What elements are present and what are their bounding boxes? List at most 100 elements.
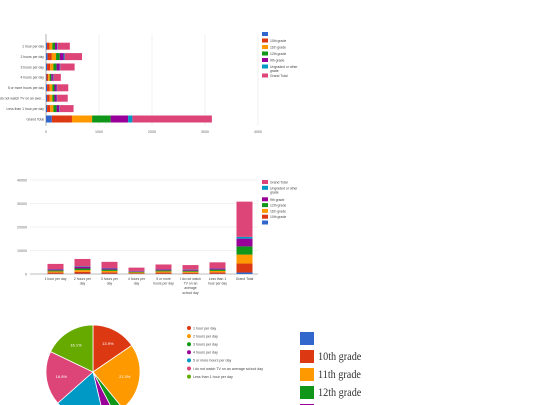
vbar-segment (47, 263, 64, 270)
vbar-legend-swatch (262, 214, 268, 219)
hbar-segment (49, 73, 52, 81)
large-legend-swatch (300, 349, 314, 363)
vbar-segment (74, 271, 91, 274)
hbar-segment (46, 73, 47, 81)
large-legend-item: 11th grade (300, 365, 540, 383)
vbar-segment (47, 271, 64, 273)
vbar-segment (209, 268, 226, 270)
pie-slice (45, 351, 94, 404)
vbar-segment (236, 236, 253, 239)
hbar-segment (57, 42, 58, 50)
vbar-segment (101, 268, 118, 270)
vbar-legend-label: 12th grade (270, 204, 286, 208)
vbar-legend-label: 10th grade (270, 215, 286, 219)
vbar-category-label: school day (182, 291, 199, 295)
large-legend-swatch (300, 403, 314, 405)
vbar-segment (182, 272, 199, 274)
vbar-category-label: 2 hours per (74, 277, 92, 281)
vbar-segment (74, 268, 91, 271)
hbar-x-tick-label: 2000 (148, 130, 156, 134)
hbar-category-label: 3 hours per day (20, 65, 44, 69)
hbar-legend-swatch (262, 73, 268, 78)
hbar-segment (52, 73, 54, 81)
vbar-segment (182, 271, 199, 273)
hbar-category-label: Grand Total (27, 117, 45, 121)
hbar-x-tick-label: 1000 (95, 130, 103, 134)
hbar-segment (53, 63, 57, 71)
hbar-legend-label: Ungraded or other (270, 65, 298, 69)
vbar-legend-swatch (262, 197, 268, 202)
large-legend-label: 9th grade (318, 403, 356, 405)
hbar-segment (52, 94, 55, 102)
hbar-category-label: 4 hours per day (20, 76, 44, 80)
hbar-legend-swatch (262, 45, 268, 49)
vbar-segment (128, 271, 145, 272)
hbar-segment (46, 42, 48, 50)
vbar-y-tick-label: 30000 (17, 202, 27, 206)
pie-slice (57, 371, 102, 405)
hbar-x-tick-label: 4000 (254, 130, 262, 134)
vbar-segment (74, 258, 91, 267)
hbar-segment (46, 73, 49, 81)
vbar-legend-label: 11th grade (270, 209, 286, 213)
hbar-segment (55, 42, 58, 50)
hbar-legend-swatch (262, 64, 268, 69)
vbar-segment (182, 269, 199, 271)
vbar-y-tick-label: 20000 (17, 225, 27, 229)
vbar-category-label: I do not watch (180, 277, 201, 281)
hbar-segment (52, 42, 56, 50)
hbar-legend-swatch (262, 32, 268, 36)
vbar-category-label: 1 hour per day (45, 277, 67, 281)
vbar-segment (155, 270, 172, 272)
vbar-legend-label: Ungraded or other (270, 186, 298, 190)
hbar-segment (48, 73, 50, 81)
hbar-segment (59, 105, 74, 113)
vbar-segment (101, 270, 118, 273)
hbar-segment (59, 105, 60, 113)
vbar-y-tick-label: 40000 (17, 178, 27, 182)
hbar-segment (128, 115, 133, 123)
vbar-segment (128, 272, 145, 274)
pie-slice-label: 21.3% (119, 374, 131, 379)
pie-slice-label: 13.9% (102, 341, 114, 346)
vbar-category-label: hour per day (208, 282, 227, 286)
hbar-segment (50, 63, 54, 71)
vbar-legend-label: Grand Total (270, 181, 288, 185)
large-legend-swatch (300, 331, 314, 345)
hbar-segment (46, 63, 48, 71)
vbar-category-label: 3 hours per (101, 277, 119, 281)
large-legend-label: 10th grade (318, 348, 362, 363)
pie-legend-label: 4 hours per day (193, 351, 218, 355)
hbar-segment (110, 115, 129, 123)
vbar-segment (236, 263, 253, 273)
vbar-category-label: hours per day (153, 282, 174, 286)
large-legend-item: 9th grade (300, 401, 540, 405)
hbar-segment (59, 53, 64, 61)
hbar-segment (54, 84, 57, 92)
pie-legend-label: 1 hour per day (193, 326, 216, 330)
hbar-segment (49, 42, 53, 50)
hbar-x-tick-label: 0 (45, 130, 47, 134)
vbar-segment (209, 269, 226, 271)
vbar-segment (236, 246, 253, 255)
vbar-segment (209, 272, 226, 274)
hbar-segment (56, 84, 58, 92)
pie-legend-label: Less than 1 hour per day (193, 375, 233, 379)
hbar-segment (64, 53, 83, 61)
vbar-segment (74, 266, 91, 269)
hbar-legend-label: grade (270, 69, 279, 73)
vbar-segment (47, 272, 64, 274)
pie-legend-label: 5 or more hours per day (193, 359, 232, 363)
pie-legend-swatch (187, 334, 191, 339)
hbar-segment (57, 94, 68, 102)
vbar-legend-swatch (262, 208, 268, 213)
hbar-category-label: 1 hour per day (22, 45, 44, 49)
vbar-category-label: Less than 1 (209, 277, 227, 281)
hbar-segment (56, 53, 60, 61)
large-legend-swatch (300, 367, 314, 381)
vbar-segment (128, 267, 145, 271)
hbar-segment (56, 105, 60, 113)
hbar-legend-swatch (262, 51, 268, 56)
hbar-category-label: I do not watch TV on an aver... (0, 97, 44, 101)
